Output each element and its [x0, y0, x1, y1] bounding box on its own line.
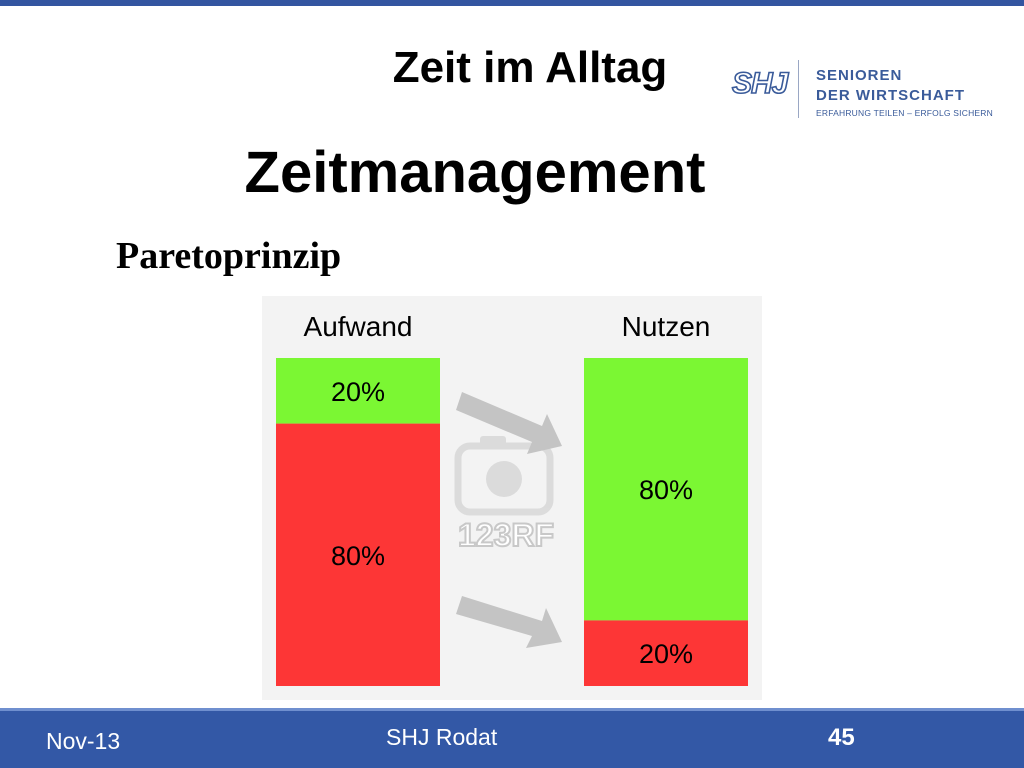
arrow-bottom-icon — [456, 596, 562, 648]
pareto-chart: 123RF Aufwand 20% 80% Nutzen 80% 20% — [262, 296, 762, 700]
category-label-nutzen: Nutzen — [622, 311, 711, 342]
data-label-aufwand-1: 80% — [331, 541, 385, 571]
logo-text-line1: SENIOREN — [816, 67, 903, 84]
logo-divider — [798, 60, 799, 118]
slide-title: Zeit im Alltag — [392, 43, 668, 92]
bar-segment-aufwand-0 — [276, 358, 440, 424]
slide-subheading: Paretoprinzip — [116, 235, 342, 277]
page-number: 45 — [828, 724, 855, 751]
logo-tagline: ERFAHRUNG TEILEN – ERFOLG SICHERN — [816, 108, 993, 118]
data-label-nutzen-0: 80% — [639, 475, 693, 505]
data-label-nutzen-1: 20% — [639, 639, 693, 669]
arrow-top-icon — [456, 392, 562, 454]
top-rule — [0, 0, 1024, 6]
footer-highlight — [0, 708, 1024, 711]
bar-segment-aufwand-1 — [276, 423, 440, 686]
flow-arrows — [456, 392, 562, 648]
footer-author: SHJ Rodat — [386, 724, 498, 750]
logo-text-line2: DER WIRTSCHAFT — [816, 87, 965, 104]
pareto-chart-svg: 123RF Aufwand 20% 80% Nutzen 80% 20% — [276, 311, 748, 686]
footer-date: Nov-13 — [46, 728, 121, 754]
senioren-logo: SHJ SENIOREN DER WIRTSCHAFT ERFAHRUNG TE… — [731, 58, 993, 122]
data-label-aufwand-0: 20% — [331, 377, 385, 407]
footer-bar: Nov-13 SHJ Rodat 45 — [0, 708, 1024, 768]
logo-mark: SHJ — [731, 66, 789, 101]
bar-segment-nutzen-0 — [584, 358, 748, 621]
bar-segment-nutzen-1 — [584, 620, 748, 686]
slide-heading: Zeitmanagement — [244, 140, 706, 205]
watermark-camera-icon — [454, 436, 554, 516]
category-label-aufwand: Aufwand — [304, 311, 413, 342]
watermark-text: 123RF — [458, 517, 554, 553]
